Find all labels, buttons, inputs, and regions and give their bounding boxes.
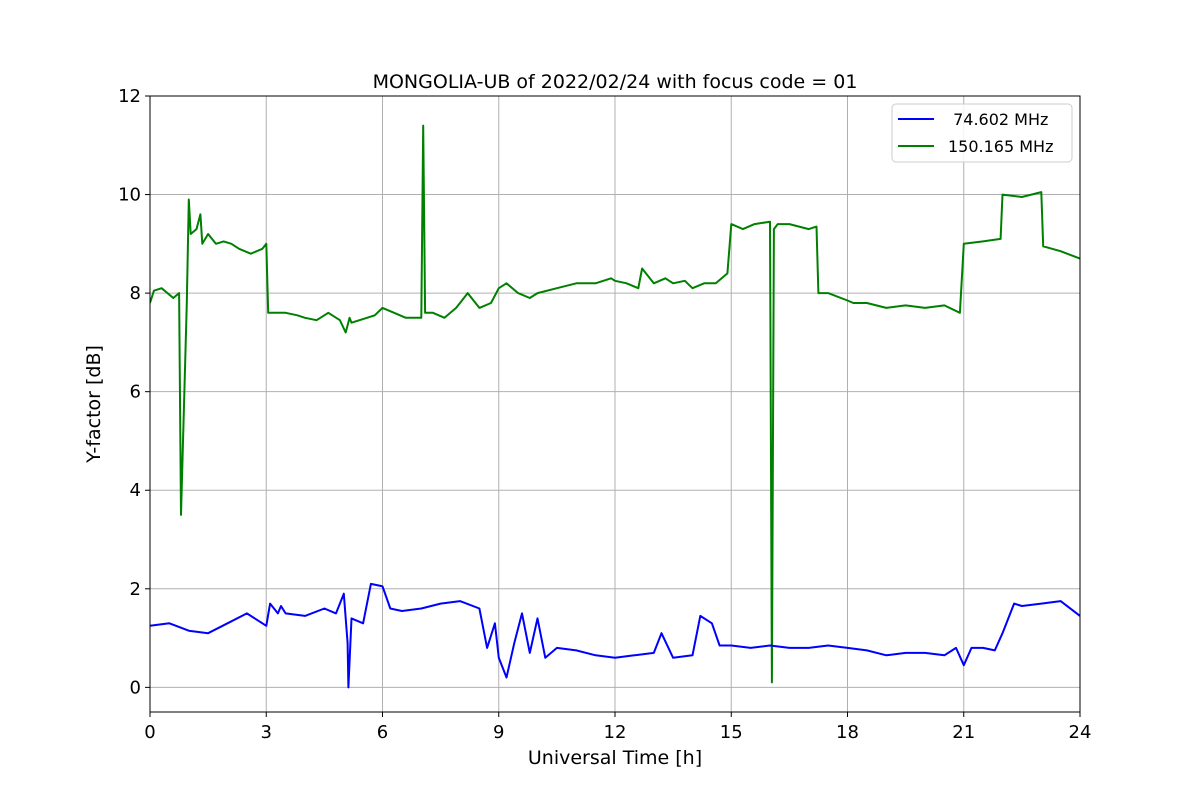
- y-axis-label: Y-factor [dB]: [83, 345, 105, 464]
- y-tick-label: 8: [130, 283, 141, 304]
- y-tick-label: 10: [118, 185, 141, 206]
- y-tick-label: 6: [130, 382, 141, 403]
- y-tick-label: 0: [130, 677, 141, 698]
- series-line-150mhz: [150, 124, 1080, 684]
- x-tick-label: 24: [1069, 722, 1092, 743]
- x-tick-label: 12: [604, 722, 627, 743]
- y-tick-label: 12: [118, 86, 141, 107]
- y-tick-label: 4: [130, 480, 141, 501]
- series-line-74mhz: [150, 582, 1080, 689]
- x-tick-label: 9: [493, 722, 504, 743]
- legend-label-150mhz: 150.165 MHz: [948, 137, 1053, 156]
- series-layer: [150, 124, 1080, 689]
- x-tick-label: 18: [836, 722, 859, 743]
- legend-label-74mhz: 74.602 MHz: [948, 110, 1048, 129]
- chart-title: MONGOLIA-UB of 2022/02/24 with focus cod…: [373, 71, 858, 93]
- x-tick-label: 3: [261, 722, 272, 743]
- y-tick-label: 2: [130, 579, 141, 600]
- legend: 74.602 MHz 150.165 MHz: [891, 103, 1073, 163]
- legend-box: [891, 103, 1073, 163]
- x-tick-label: 15: [720, 722, 743, 743]
- x-axis-label: Universal Time [h]: [528, 747, 702, 769]
- x-tick-label: 0: [144, 722, 155, 743]
- x-tick-label: 21: [952, 722, 975, 743]
- x-tick-label: 6: [377, 722, 388, 743]
